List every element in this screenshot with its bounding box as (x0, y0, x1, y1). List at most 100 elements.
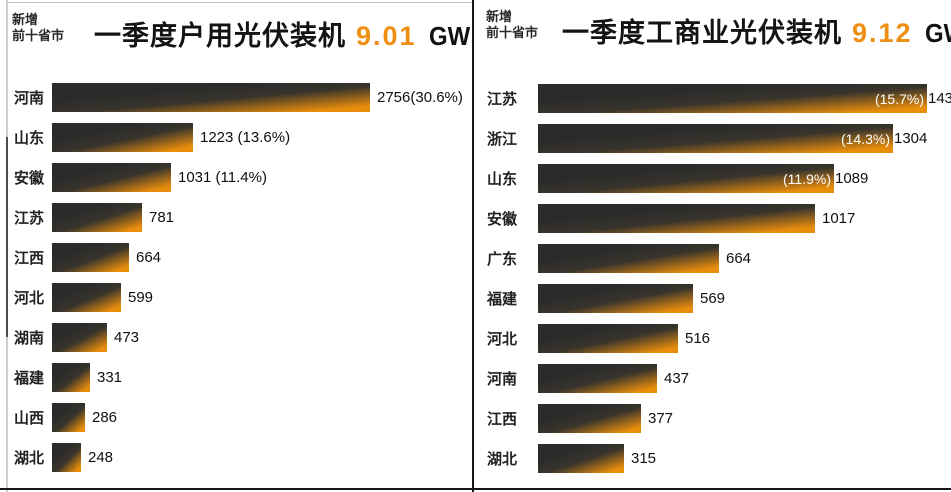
bar-value-label: 781 (149, 209, 175, 226)
bar (538, 404, 641, 433)
chart-title-text: 一季度工商业光伏装机 (562, 18, 842, 48)
bar-value-label: 664 (726, 250, 752, 267)
subtitle-line-2: 前十省市 (12, 28, 65, 43)
bar-value-label: 248 (88, 449, 114, 466)
category-label: 江西 (14, 250, 45, 267)
bar-row: 安徽 1017 (487, 204, 855, 233)
chart-title: 一季度工商业光伏装机 9.12 GW (562, 11, 951, 50)
vertical-panel-divider (472, 0, 474, 492)
bar-row: 江苏 (15.7%)1430 (487, 84, 951, 113)
category-label: 河南 (14, 90, 45, 107)
bar-value-label: 1031 (11.4%) (178, 169, 267, 186)
panel-residential-pv: 新增 前十省市 一季度户用光伏装机 9.01 GW 河南 2756(30.6%) 山… (8, 0, 472, 488)
bar-row: 山西 286 (14, 403, 117, 432)
bar-row: 河南 437 (487, 364, 689, 393)
bar-value-label: 2756(30.6%) (377, 89, 463, 106)
category-label: 江西 (487, 411, 518, 428)
category-label: 山东 (487, 171, 518, 188)
bar-chart-residential: 河南 2756(30.6%) 山东 1223 (13.6%) 安徽 1031 (11.4%… (8, 0, 472, 488)
bar (52, 323, 107, 352)
bar-percent-label: (14.3%) (840, 130, 890, 147)
bar-row: 河南 2756(30.6%) (14, 83, 463, 112)
category-label: 福建 (487, 291, 518, 308)
chart-total-unit: GW (428, 21, 470, 51)
bar-value-label: 1017 (822, 210, 856, 227)
bar-value-label: 599 (128, 289, 154, 306)
bar-row: 河北 599 (14, 283, 153, 312)
bar-row: 江西 664 (14, 243, 161, 272)
bar (52, 283, 121, 312)
category-label: 湖南 (14, 330, 45, 347)
panel-subtitle: 新增 前十省市 (486, 9, 538, 41)
bar-row: 湖北 248 (14, 443, 113, 472)
subtitle-line-2: 前十省市 (486, 25, 539, 40)
bar (52, 443, 81, 472)
bar-value-label: 377 (648, 410, 674, 427)
category-label: 安徽 (14, 170, 45, 187)
category-label: 湖北 (487, 451, 518, 468)
category-label: 广东 (487, 251, 518, 268)
bar-value-label: 473 (114, 329, 140, 346)
category-label: 江苏 (14, 210, 45, 227)
bar-chart-commercial: 江苏 (15.7%)1430 浙江 (14.3%)1304 山东 (11.9%)1089 安… (474, 0, 951, 488)
category-label: 江苏 (487, 91, 518, 108)
chart-total-unit: GW (924, 18, 951, 48)
bar-value-label: 569 (700, 290, 726, 307)
panel-subtitle: 新增 前十省市 (12, 12, 64, 44)
bar-row: 安徽 1031 (11.4%) (14, 163, 267, 192)
bar (52, 403, 85, 432)
bar-value-label: 315 (631, 450, 657, 467)
bar-row: 福建 569 (487, 284, 725, 313)
bar: (11.9%) (538, 164, 834, 193)
bottom-border-line (0, 488, 951, 490)
scrollbar-thumb[interactable] (6, 137, 8, 337)
subtitle-line-1: 新增 (12, 12, 39, 27)
subtitle-line-1: 新增 (486, 9, 513, 24)
bar (538, 244, 719, 273)
category-label: 河北 (14, 290, 45, 307)
bar-percent-label: (15.7%) (874, 90, 924, 107)
category-label: 安徽 (487, 211, 518, 228)
category-label: 浙江 (487, 131, 518, 148)
bar-value-label: 286 (92, 409, 118, 426)
bar-row: 湖北 315 (487, 444, 656, 473)
bar-value-label: 437 (664, 370, 690, 387)
category-label: 河南 (487, 371, 518, 388)
category-label: 福建 (14, 370, 45, 387)
bar-row: 广东 664 (487, 244, 751, 273)
bar-value-label: 516 (685, 330, 711, 347)
bar-row: 福建 331 (14, 363, 122, 392)
chart-title: 一季度户用光伏装机 9.01 GW (94, 14, 473, 53)
category-label: 山东 (14, 130, 45, 147)
bar-row: 河北 516 (487, 324, 710, 353)
bar-value-label: 1430 (928, 90, 951, 107)
bar-percent-label: (11.9%) (783, 170, 831, 187)
bar (52, 83, 370, 112)
bar-row: 山东 1223 (13.6%) (14, 123, 290, 152)
bar-row: 浙江 (14.3%) 1304 (487, 124, 927, 153)
bar (538, 204, 815, 233)
bar (538, 364, 657, 393)
bar (52, 363, 90, 392)
bar (52, 243, 129, 272)
top-divider-line (7, 2, 472, 3)
bar (52, 203, 142, 232)
bar-value-label: 1089 (835, 170, 869, 187)
category-label: 山西 (14, 410, 45, 427)
chart-total-value: 9.12 (852, 18, 913, 48)
bar-row: 江苏 781 (14, 203, 174, 232)
bar-row: 山东 (11.9%) 1089 (487, 164, 868, 193)
bar: (14.3%) (538, 124, 893, 153)
bar (52, 163, 171, 192)
bar-value-label: 1223 (13.6%) (200, 129, 291, 146)
panel-commercial-pv: 新增 前十省市 一季度工商业光伏装机 9.12 GW 江苏 (15.7%)1430… (474, 0, 951, 488)
bar: (15.7%) (538, 84, 927, 113)
bar-row: 湖南 473 (14, 323, 139, 352)
bar-value-label: 1304 (894, 130, 928, 147)
bar (538, 284, 693, 313)
bar-value-label: 664 (136, 249, 162, 266)
scrollbar-track[interactable] (6, 0, 8, 492)
bar (538, 444, 624, 473)
category-label: 湖北 (14, 450, 45, 467)
